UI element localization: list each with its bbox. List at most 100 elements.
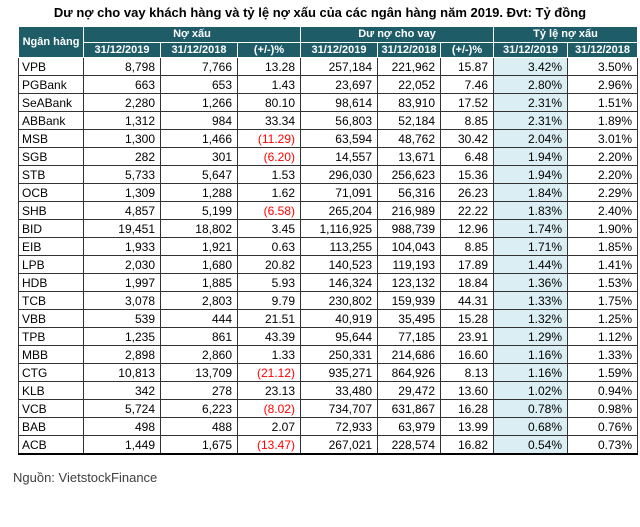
cell: 1.41% <box>567 255 638 275</box>
cell: 71,091 <box>300 183 378 203</box>
table-row: VCB 5,724 6,223 (8.02) 734,707 631,867 16.28 0.… <box>18 399 638 419</box>
cell: 1.59% <box>567 363 638 383</box>
cell: 98,614 <box>300 93 378 113</box>
cell: 26.23 <box>440 183 494 203</box>
table-row: TCB 3,078 2,803 9.79 230,802 159,939 44.31 1.33… <box>18 291 638 311</box>
cell: 23.13 <box>237 381 301 401</box>
cell: 1,933 <box>83 237 161 257</box>
table-row: SeABank 2,280 1,266 80.10 98,614 83,910 17.52 2… <box>18 93 638 113</box>
col-header-bad-debt-2019: 31/12/2019 <box>83 41 161 59</box>
cell: 1.84% <box>493 183 568 203</box>
cell: 3.50% <box>567 57 638 77</box>
col-header-npl-ratio-2018: 31/12/2018 <box>567 41 638 59</box>
cell: 119,193 <box>377 255 441 275</box>
cell: 0.94% <box>567 381 638 401</box>
cell: 342 <box>83 381 161 401</box>
table-row: BAB 498 488 2.07 72,933 63,979 13.99 0.68% 0.76% <box>18 417 638 437</box>
cell: 5,199 <box>160 201 238 221</box>
cell: 30.42 <box>440 129 494 149</box>
cell: 1.85% <box>567 237 638 257</box>
table-row: VBB 539 444 21.51 40,919 35,495 15.28 1.32% 1.25… <box>18 309 638 329</box>
cell: 3.45 <box>237 219 301 239</box>
cell: 1,885 <box>160 273 238 293</box>
cell: 1.62 <box>237 183 301 203</box>
cell: 1.94% <box>493 165 568 185</box>
cell: 1,288 <box>160 183 238 203</box>
cell: 2.07 <box>237 417 301 437</box>
cell: 29,472 <box>377 381 441 401</box>
cell: 8.13 <box>440 363 494 383</box>
cell: 631,867 <box>377 399 441 419</box>
col-header-loans-2018: 31/12/2018 <box>377 41 441 59</box>
table-row: MBB 2,898 2,860 1.33 250,331 214,686 16.60 1.16… <box>18 345 638 365</box>
cell: 77,185 <box>377 327 441 347</box>
table-body: VPB 8,798 7,766 13.28 257,184 221,962 15.87 3.4… <box>18 57 638 455</box>
cell: 56,803 <box>300 111 378 131</box>
bank-name: BID <box>18 219 84 239</box>
bank-name: CTG <box>18 363 84 383</box>
cell: 0.98% <box>567 399 638 419</box>
page-title: Dư nợ cho vay khách hàng và tỷ lệ nợ xấu… <box>53 5 587 20</box>
cell: 22,052 <box>377 75 441 95</box>
cell: 33,480 <box>300 381 378 401</box>
cell: 278 <box>160 381 238 401</box>
cell: 1.53 <box>237 165 301 185</box>
cell: 0.73% <box>567 435 638 455</box>
cell: 63,979 <box>377 417 441 437</box>
cell: 2.96% <box>567 75 638 95</box>
cell: 1,312 <box>83 111 161 131</box>
cell: 3.42% <box>493 57 568 77</box>
bank-name: VPB <box>18 57 84 77</box>
cell: 1.02% <box>493 381 568 401</box>
bank-name: LPB <box>18 255 84 275</box>
cell: 2.29% <box>567 183 638 203</box>
cell: 8.85 <box>440 237 494 257</box>
cell: 8.85 <box>440 111 494 131</box>
cell: 301 <box>160 147 238 167</box>
cell: (21.12) <box>237 363 301 383</box>
cell: 2,898 <box>83 345 161 365</box>
cell: 83,910 <box>377 93 441 113</box>
cell: 2.04% <box>493 129 568 149</box>
cell: 15.87 <box>440 57 494 77</box>
cell: 15.36 <box>440 165 494 185</box>
subheader-row: 31/12/2019 31/12/2018 (+/-)% 31/12/2019 … <box>19 41 638 59</box>
cell: 10,813 <box>83 363 161 383</box>
cell: 2,280 <box>83 93 161 113</box>
table-row: EIB 1,933 1,921 0.63 113,255 104,043 8.85 1.71%… <box>18 237 638 257</box>
cell: 95,644 <box>300 327 378 347</box>
cell: 13.28 <box>237 57 301 77</box>
group-header-row: Ngân hàng Nợ xấu Dư nợ cho vay Tỷ lệ nợ … <box>18 25 638 59</box>
bank-name: STB <box>18 165 84 185</box>
cell: 2.80% <box>493 75 568 95</box>
col-header-bank: Ngân hàng <box>18 25 84 59</box>
cell: 1,309 <box>83 183 161 203</box>
cell: 1,675 <box>160 435 238 455</box>
cell: 18.84 <box>440 273 494 293</box>
cell: 14,557 <box>300 147 378 167</box>
cell: 56,316 <box>377 183 441 203</box>
cell: 1,921 <box>160 237 238 257</box>
bank-npl-table: Ngân hàng Nợ xấu Dư nợ cho vay Tỷ lệ nợ … <box>18 25 638 455</box>
bank-name: BAB <box>18 417 84 437</box>
cell: 13.99 <box>440 417 494 437</box>
cell: 265,204 <box>300 201 378 221</box>
cell: 1.43 <box>237 75 301 95</box>
cell: 23.91 <box>440 327 494 347</box>
bank-name: EIB <box>18 237 84 257</box>
cell: 1,997 <box>83 273 161 293</box>
cell: 35,495 <box>377 309 441 329</box>
table-header: Ngân hàng Nợ xấu Dư nợ cho vay Tỷ lệ nợ … <box>18 25 638 59</box>
cell: 6.48 <box>440 147 494 167</box>
cell: 653 <box>160 75 238 95</box>
cell: 1,300 <box>83 129 161 149</box>
table-row: LPB 2,030 1,680 20.82 140,523 119,193 17.89 1.4… <box>18 255 638 275</box>
table-row: KLB 342 278 23.13 33,480 29,472 13.60 1.02% 0.94… <box>18 381 638 401</box>
col-header-npl-ratio-2019: 31/12/2019 <box>493 41 568 59</box>
cell: 230,802 <box>300 291 378 311</box>
cell: 1.12% <box>567 327 638 347</box>
cell: 1,235 <box>83 327 161 347</box>
bank-name: PGBank <box>18 75 84 95</box>
table-row: ACB 1,449 1,675 (13.47) 267,021 228,574 16.82 0… <box>18 435 638 455</box>
cell: 0.68% <box>493 417 568 437</box>
